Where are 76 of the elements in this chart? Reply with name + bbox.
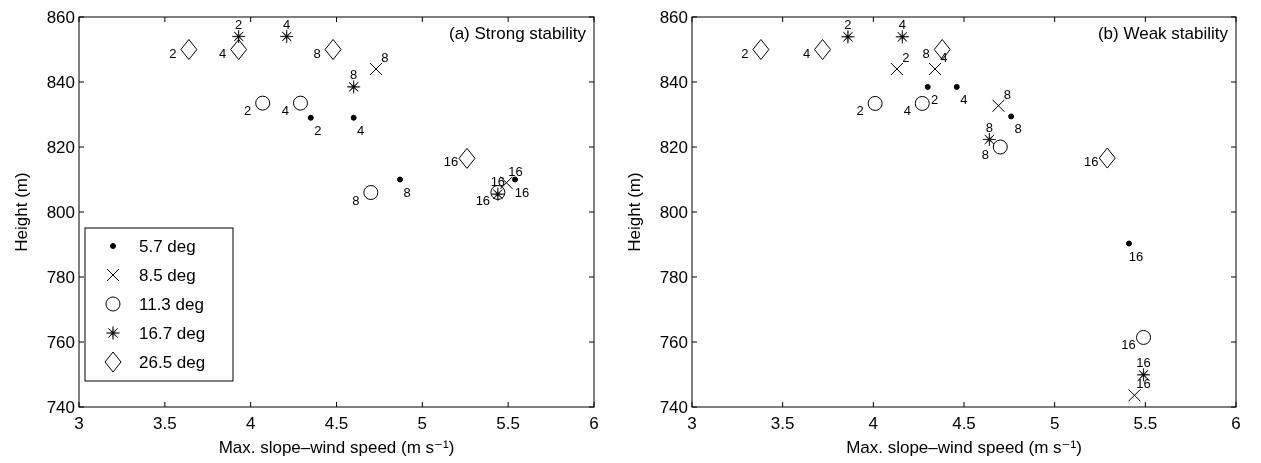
y-tick-label: 820 (46, 138, 75, 157)
x-tick-label: 5.5 (496, 414, 520, 433)
annotation: 4 (357, 122, 365, 138)
annotation: 16 (508, 163, 523, 179)
x-tick-label: 4.5 (952, 414, 976, 433)
y-tick-label: 780 (46, 268, 75, 287)
annotation: 4 (802, 45, 811, 61)
y-tick-label: 780 (659, 268, 688, 287)
annotation: 4 (283, 16, 291, 32)
annotation: 2 (169, 45, 177, 61)
y-tick-label: 820 (659, 138, 688, 157)
y-tick-label: 840 (659, 73, 688, 92)
x-tick-label: 4.5 (324, 414, 349, 433)
x-tick-label: 3.5 (153, 414, 177, 433)
legend-label: 16.7 deg (139, 324, 206, 343)
legend-label: 5.7 deg (139, 237, 196, 256)
annotation: 8 (381, 50, 389, 65)
annotation: 16 (443, 154, 459, 170)
y-tick-label: 740 (46, 398, 75, 417)
y-tick-label: 860 (46, 8, 75, 27)
x-tick-label: 3 (74, 414, 84, 433)
x-axis-title: Max. slope–wind speed (m s⁻¹) (218, 438, 455, 457)
y-tick-label: 860 (659, 8, 688, 27)
annotation: 2 (844, 16, 852, 32)
annotation: 4 (960, 91, 968, 107)
annotation: 8 (350, 66, 358, 82)
annotation: 8 (403, 184, 411, 200)
annotation: 16 (1136, 376, 1151, 392)
legend-label: 11.3 deg (139, 295, 204, 314)
x-tick-label: 6 (1231, 414, 1241, 433)
legend-label: 8.5 deg (139, 266, 196, 285)
annotation: 16 (1121, 337, 1136, 353)
annotation: 8 (313, 45, 321, 61)
y-tick-label: 760 (46, 333, 75, 352)
y-tick-label: 800 (659, 203, 688, 222)
annotation: 16 (490, 174, 506, 190)
x-tick-label: 5 (417, 414, 428, 433)
chart-title: (b) Weak stability (1097, 24, 1229, 43)
y-tick-label: 760 (659, 333, 688, 352)
annotation: 2 (235, 16, 243, 32)
x-tick-label: 4 (868, 414, 879, 433)
x-tick-label: 5 (1049, 414, 1060, 433)
x-tick-label: 3.5 (770, 414, 795, 433)
annotation: 2 (741, 45, 749, 61)
annotation: 4 (281, 103, 290, 119)
annotation: 16 (1136, 354, 1151, 370)
annotation: 2 (902, 50, 910, 65)
annotation: 8 (1014, 121, 1022, 137)
annotation: 16 (514, 184, 530, 200)
x-axis-title: Max. slope–wind speed (m s⁻¹) (846, 438, 1082, 457)
annotation: 8 (985, 119, 993, 135)
annotation: 4 (903, 103, 911, 119)
x-tick-label: 3 (687, 414, 697, 433)
x-tick-label: 4 (245, 414, 256, 433)
annotation: 16 (475, 192, 491, 208)
annotation: 2 (856, 103, 864, 119)
annotation: 16 (1084, 154, 1099, 170)
annotation: 2 (314, 122, 322, 138)
y-tick-label: 800 (46, 203, 75, 222)
annotation: 8 (981, 147, 989, 162)
annotation: 8 (1003, 86, 1012, 102)
annotation: 4 (898, 16, 906, 32)
legend-label: 26.5 deg (139, 353, 206, 372)
annotation: 4 (219, 45, 227, 61)
y-tick-label: 740 (659, 398, 688, 417)
annotation: 8 (352, 192, 360, 208)
y-axis-title: Height (m) (625, 172, 644, 252)
y-axis-title: Height (m) (12, 172, 31, 252)
y-tick-label: 840 (46, 73, 75, 92)
x-tick-label: 5.5 (1133, 414, 1158, 433)
chart-title: (a) Strong stability (449, 24, 587, 43)
annotation: 16 (1128, 248, 1144, 264)
annotation: 2 (244, 103, 252, 119)
annotation: 8 (922, 45, 930, 61)
x-tick-label: 6 (589, 414, 599, 433)
annotation: 2 (931, 91, 939, 107)
